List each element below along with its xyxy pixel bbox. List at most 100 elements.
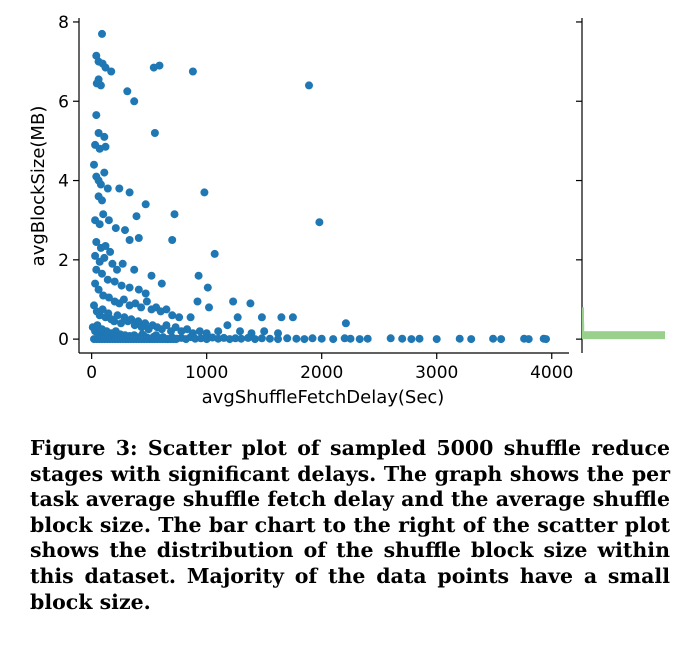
data-point — [130, 265, 139, 274]
data-point — [172, 335, 180, 344]
data-point — [125, 236, 134, 244]
data-point — [317, 334, 326, 343]
data-point — [113, 265, 121, 274]
y-tick-label: 8 — [58, 13, 69, 33]
data-point — [92, 265, 101, 274]
data-point — [341, 319, 350, 328]
data-point — [104, 216, 113, 225]
data-point — [131, 299, 140, 308]
data-point — [92, 111, 101, 120]
data-point — [100, 132, 109, 141]
data-point — [329, 335, 338, 344]
data-point — [288, 313, 297, 322]
data-point — [91, 251, 100, 260]
data-point — [137, 303, 146, 312]
data-point — [98, 29, 106, 38]
data-point — [96, 81, 105, 90]
data-point — [99, 210, 108, 219]
histogram-bars — [582, 307, 665, 340]
x-tick-label: 4000 — [530, 363, 573, 383]
y-axis-label: avgBlockSize(MB) — [28, 106, 49, 267]
data-point — [205, 303, 213, 312]
data-point — [191, 334, 200, 343]
x-tick-label: 0 — [86, 363, 97, 383]
data-point — [236, 327, 244, 336]
data-point — [231, 334, 240, 343]
data-point — [155, 61, 164, 70]
data-point — [110, 277, 119, 286]
data-point — [90, 301, 98, 310]
data-point — [104, 293, 113, 302]
y-tick-label: 4 — [58, 172, 69, 192]
data-point — [101, 142, 110, 151]
x-ticks: 0 1000 2000 3000 4000 — [86, 353, 573, 383]
data-point — [96, 180, 105, 189]
data-point — [111, 224, 120, 233]
figure-caption: Figure 3: Scatter plot of sampled 5000 s… — [30, 436, 670, 614]
data-point — [141, 319, 150, 328]
y-tick-label: 2 — [58, 251, 69, 271]
data-point — [117, 281, 126, 290]
data-point — [188, 67, 197, 76]
x-tick-label: 3000 — [415, 363, 458, 383]
data-point — [363, 334, 372, 343]
data-point — [100, 168, 109, 177]
data-point — [283, 334, 292, 343]
data-point — [168, 236, 177, 244]
data-point — [91, 279, 100, 288]
data-point — [277, 313, 286, 322]
data-point — [305, 81, 313, 90]
data-point — [210, 249, 219, 258]
data-point — [542, 335, 550, 344]
data-point — [134, 317, 143, 326]
data-point — [150, 129, 159, 137]
data-point — [170, 210, 179, 219]
data-point — [118, 259, 127, 268]
scatter-figure: 0 1000 2000 3000 4000 0 2 4 6 8 avgShuffleFetchD… — [28, 13, 665, 408]
data-point — [308, 334, 317, 343]
data-point — [260, 327, 269, 336]
data-point — [237, 334, 246, 343]
data-point — [123, 87, 132, 96]
data-point — [214, 327, 223, 336]
data-point — [292, 334, 301, 343]
data-point — [125, 188, 134, 197]
data-point — [101, 242, 110, 250]
data-point — [415, 334, 424, 343]
data-point — [103, 184, 112, 193]
data-point — [186, 313, 195, 322]
y-tick-label: 0 — [58, 330, 69, 350]
data-point — [134, 234, 143, 242]
marginal-histogram — [576, 18, 665, 353]
data-point — [386, 334, 395, 343]
data-point — [200, 188, 209, 197]
data-point — [346, 334, 355, 343]
data-point — [110, 317, 119, 326]
data-point — [183, 325, 192, 334]
data-point — [130, 97, 139, 106]
data-point — [407, 335, 416, 344]
data-point — [157, 279, 166, 288]
data-point — [274, 335, 282, 344]
data-point — [246, 299, 255, 308]
data-point — [467, 335, 476, 344]
histogram-bar — [582, 323, 585, 332]
data-point — [95, 220, 104, 229]
data-point — [125, 283, 134, 292]
scatter-points — [88, 29, 550, 344]
data-point — [92, 238, 101, 246]
histogram-bar — [582, 315, 584, 324]
data-point — [100, 253, 109, 262]
data-point — [233, 313, 242, 322]
data-point — [194, 271, 203, 280]
data-point — [142, 297, 151, 306]
data-point — [315, 218, 324, 227]
y-tick-label: 6 — [58, 92, 69, 112]
data-point — [171, 323, 180, 332]
data-point — [193, 297, 202, 306]
data-point — [98, 196, 106, 205]
data-point — [141, 200, 150, 209]
histogram-bar — [582, 307, 584, 316]
data-point — [202, 329, 211, 338]
data-point — [101, 63, 110, 72]
